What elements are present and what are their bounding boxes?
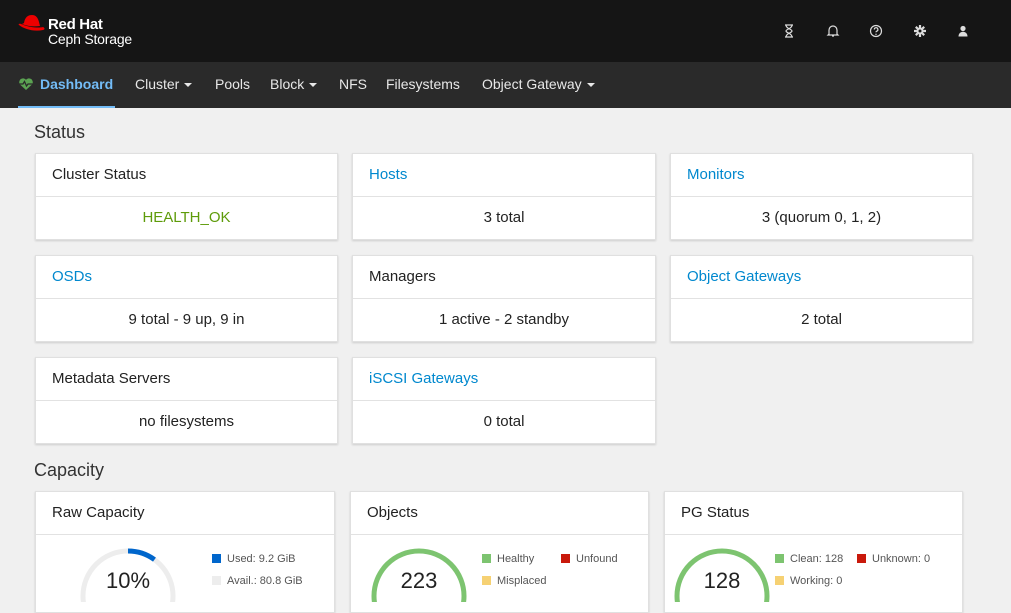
nav-cluster[interactable]: Cluster bbox=[135, 62, 193, 108]
object-gateways-value: 2 total bbox=[801, 311, 842, 328]
legend-working-label: Working: 0 bbox=[790, 575, 843, 587]
managers-card: Managers 1 active - 2 standby bbox=[352, 255, 656, 342]
nav-filesystems[interactable]: Filesystems bbox=[386, 62, 460, 108]
legend-clean-swatch bbox=[775, 554, 784, 563]
legend-healthy-label: Healthy bbox=[497, 553, 535, 565]
pg-status-value: 128 bbox=[703, 568, 741, 593]
status-heading: Status bbox=[34, 122, 86, 142]
top-bar: Red Hat Ceph Storage bbox=[0, 0, 1011, 62]
brand-logo[interactable]: Red Hat Ceph Storage bbox=[18, 13, 158, 49]
raw-used-arc bbox=[80, 548, 176, 602]
bell-icon[interactable] bbox=[811, 22, 855, 40]
nav-pools-label: Pools bbox=[215, 76, 251, 92]
nav-nfs[interactable]: NFS bbox=[339, 62, 367, 108]
monitors-card: Monitors 3 (quorum 0, 1, 2) bbox=[670, 153, 973, 240]
iscsi-gateways-value: 0 total bbox=[483, 413, 525, 430]
user-icon[interactable] bbox=[942, 22, 986, 40]
nav-object-gateway[interactable]: Object Gateway bbox=[482, 62, 595, 108]
cluster-status-value: HEALTH_OK bbox=[142, 209, 231, 226]
managers-title: Managers bbox=[353, 256, 655, 299]
hosts-card: Hosts 3 total bbox=[352, 153, 656, 240]
caret-down-icon bbox=[586, 83, 595, 88]
nav-block[interactable]: Block bbox=[270, 62, 318, 108]
pg-status-card: PG Status 128 Clean: 128 Unknown: 0 Work… bbox=[664, 491, 963, 613]
hosts-link[interactable]: Hosts bbox=[353, 154, 655, 197]
metadata-servers-title: Metadata Servers bbox=[36, 358, 337, 401]
legend-used-swatch bbox=[212, 554, 221, 563]
legend-avail-swatch bbox=[212, 576, 221, 585]
nav-dashboard[interactable]: Dashboard bbox=[18, 62, 115, 108]
legend-working-swatch bbox=[775, 576, 784, 585]
nav-cluster-label: Cluster bbox=[135, 76, 180, 92]
brand-line2: Ceph Storage bbox=[48, 31, 132, 47]
legend-unfound-swatch bbox=[561, 554, 570, 563]
gear-icon[interactable] bbox=[898, 22, 942, 40]
capacity-heading: Capacity bbox=[34, 460, 105, 480]
legend-misplaced: Misplaced bbox=[482, 575, 547, 587]
legend-clean: Clean: 128 bbox=[775, 553, 843, 565]
nav-filesystems-label: Filesystems bbox=[386, 76, 460, 92]
nav-nfs-label: NFS bbox=[339, 76, 367, 92]
osds-link[interactable]: OSDs bbox=[36, 256, 337, 299]
legend-working: Working: 0 bbox=[775, 575, 842, 587]
legend-unknown-swatch bbox=[857, 554, 866, 563]
metadata-servers-value: no filesystems bbox=[138, 413, 235, 430]
metadata-servers-card: Metadata Servers no filesystems bbox=[35, 357, 338, 444]
managers-value: 1 active - 2 standby bbox=[438, 311, 570, 328]
nav-dashboard-label: Dashboard bbox=[40, 76, 114, 92]
legend-used-label: Used: 9.2 GiB bbox=[227, 553, 296, 565]
red-hat-icon bbox=[18, 15, 45, 31]
legend-unknown-label: Unknown: 0 bbox=[872, 553, 931, 565]
nav-pools[interactable]: Pools bbox=[215, 62, 250, 108]
objects-value: 223 bbox=[400, 568, 438, 593]
nav-object-gateway-label: Object Gateway bbox=[482, 76, 582, 92]
nav-block-label: Block bbox=[270, 76, 305, 92]
raw-capacity-card: Raw Capacity 10% Used: 9.2 GiB Avail.: 8… bbox=[35, 491, 335, 613]
iscsi-gateways-link[interactable]: iSCSI Gateways bbox=[353, 358, 655, 401]
legend-avail-label: Avail.: 80.8 GiB bbox=[227, 575, 303, 587]
caret-down-icon bbox=[309, 83, 318, 88]
cluster-status-card: Cluster Status HEALTH_OK bbox=[35, 153, 338, 240]
hosts-value: 3 total bbox=[483, 209, 525, 226]
legend-unfound: Unfound bbox=[561, 553, 618, 565]
legend-avail: Avail.: 80.8 GiB bbox=[212, 575, 303, 587]
legend-healthy: Healthy bbox=[482, 553, 534, 565]
heartbeat-icon bbox=[19, 78, 33, 90]
legend-healthy-swatch bbox=[482, 554, 491, 563]
raw-capacity-title: Raw Capacity bbox=[36, 492, 334, 535]
main-nav: Dashboard Cluster Pools Block NFS Filesy… bbox=[0, 62, 1011, 108]
raw-capacity-value: 10% bbox=[105, 568, 151, 593]
legend-clean-label: Clean: 128 bbox=[790, 553, 844, 565]
osds-card: OSDs 9 total - 9 up, 9 in bbox=[35, 255, 338, 342]
legend-unknown: Unknown: 0 bbox=[857, 553, 930, 565]
brand-line1: Red Hat bbox=[48, 16, 103, 33]
objects-title: Objects bbox=[351, 492, 648, 535]
hourglass-icon[interactable] bbox=[768, 22, 812, 40]
object-gateways-card: Object Gateways 2 total bbox=[670, 255, 973, 342]
legend-misplaced-label: Misplaced bbox=[497, 575, 547, 587]
legend-unfound-label: Unfound bbox=[576, 553, 618, 565]
caret-down-icon bbox=[184, 83, 193, 88]
objects-card: Objects 223 Healthy Unfound Misplaced bbox=[350, 491, 649, 613]
osds-value: 9 total - 9 up, 9 in bbox=[128, 311, 245, 328]
legend-misplaced-swatch bbox=[482, 576, 491, 585]
iscsi-gateways-card: iSCSI Gateways 0 total bbox=[352, 357, 656, 444]
legend-used: Used: 9.2 GiB bbox=[212, 553, 295, 565]
help-icon[interactable] bbox=[855, 22, 899, 40]
monitors-link[interactable]: Monitors bbox=[671, 154, 972, 197]
object-gateways-link[interactable]: Object Gateways bbox=[671, 256, 972, 299]
cluster-status-title: Cluster Status bbox=[36, 154, 337, 197]
pg-status-title: PG Status bbox=[665, 492, 962, 535]
monitors-value: 3 (quorum 0, 1, 2) bbox=[761, 209, 882, 226]
